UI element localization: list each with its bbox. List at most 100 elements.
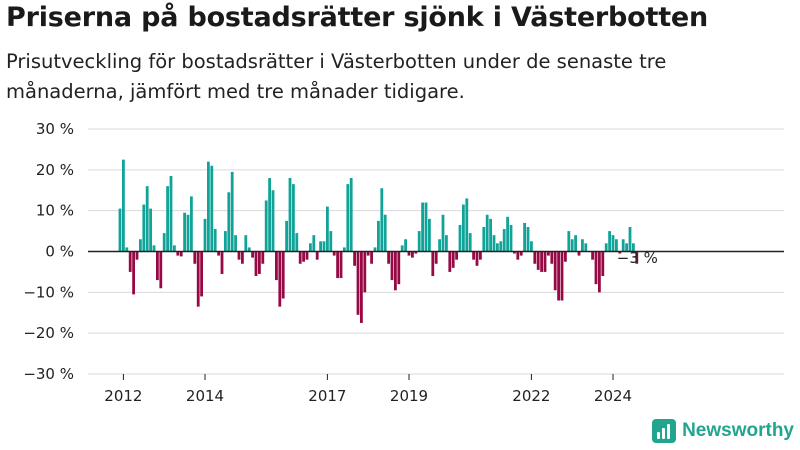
bar xyxy=(210,165,214,252)
x-axis: 2012 2014 2017 2019 2022 2024 xyxy=(104,374,632,405)
y-axis: 30 % 20 % 10 % 0 % −10 % −20 % −30 % xyxy=(23,120,74,383)
bar xyxy=(118,208,122,252)
bar xyxy=(394,251,397,291)
bar xyxy=(475,251,479,266)
x-tick-label: 2022 xyxy=(512,387,550,405)
bar xyxy=(200,251,203,297)
x-tick-label: 2012 xyxy=(104,387,142,405)
bar xyxy=(224,231,227,252)
bar xyxy=(550,251,554,264)
bar xyxy=(506,216,509,252)
bar xyxy=(203,218,207,252)
bar xyxy=(451,251,455,268)
bar xyxy=(322,241,326,252)
bar xyxy=(635,251,639,264)
bar xyxy=(434,251,438,264)
x-tick-label: 2019 xyxy=(390,387,428,405)
bar xyxy=(288,178,292,252)
bar xyxy=(332,251,336,256)
bars xyxy=(88,159,784,323)
bar xyxy=(397,251,401,285)
bar xyxy=(482,227,486,252)
bar xyxy=(305,251,309,260)
bar xyxy=(363,251,367,293)
bar xyxy=(356,251,360,315)
bar xyxy=(220,251,224,274)
bar xyxy=(230,171,234,252)
bar xyxy=(275,251,278,281)
bar xyxy=(387,251,390,264)
bar xyxy=(176,251,180,256)
bar xyxy=(343,247,346,252)
bar xyxy=(577,251,581,256)
bar xyxy=(183,212,186,252)
x-tick-label: 2017 xyxy=(308,387,346,405)
bar xyxy=(139,239,142,252)
y-tick-label: 30 % xyxy=(36,120,74,138)
bar xyxy=(353,251,356,266)
bar xyxy=(615,239,618,252)
bar xyxy=(196,251,200,307)
bar xyxy=(496,243,499,252)
bar xyxy=(278,251,282,307)
y-tick-label: 10 % xyxy=(36,202,74,220)
bar xyxy=(564,251,567,262)
bar xyxy=(411,251,414,258)
bar xyxy=(213,229,217,252)
bar xyxy=(628,227,632,252)
y-tick-label: −30 % xyxy=(23,365,74,383)
bar xyxy=(292,184,295,252)
bar xyxy=(611,235,615,252)
chart-subtitle: Prisutveckling för bostadsrätter i Väste… xyxy=(6,50,667,103)
bar xyxy=(553,251,557,291)
bar xyxy=(145,186,149,252)
bar xyxy=(193,251,197,264)
bar xyxy=(618,251,622,254)
bar xyxy=(173,245,176,252)
bar xyxy=(247,247,251,252)
bar xyxy=(594,251,598,285)
bar xyxy=(390,251,394,281)
bar xyxy=(237,251,241,260)
bar xyxy=(533,251,537,264)
bar xyxy=(254,251,258,276)
bar xyxy=(557,251,560,301)
last-value-label: −3 % xyxy=(617,249,658,267)
bar xyxy=(536,251,540,270)
bar xyxy=(513,251,516,254)
bar xyxy=(217,251,220,256)
bar xyxy=(472,251,475,260)
bar xyxy=(241,251,244,264)
bar xyxy=(261,251,265,264)
bar xyxy=(632,243,635,252)
bar xyxy=(373,247,377,252)
bar xyxy=(370,251,373,264)
bar xyxy=(574,235,577,252)
y-tick-label: 20 % xyxy=(36,161,74,179)
bar xyxy=(604,243,608,252)
bar xyxy=(567,231,571,252)
bar xyxy=(608,231,611,252)
bar xyxy=(281,251,285,299)
chart-title: Priserna på bostadsrätter sjönk i Väster… xyxy=(6,2,709,33)
bar xyxy=(234,235,237,252)
bar xyxy=(465,198,469,252)
bar xyxy=(570,239,574,252)
x-tick-label: 2014 xyxy=(186,387,224,405)
bar xyxy=(159,251,163,289)
grid-lines xyxy=(88,128,784,375)
bar xyxy=(625,243,628,252)
bar xyxy=(149,208,152,252)
bar xyxy=(295,233,299,252)
bar xyxy=(424,202,428,252)
bar xyxy=(543,251,547,272)
bar xyxy=(404,239,407,252)
bar xyxy=(380,188,384,252)
bar xyxy=(438,239,441,252)
bar xyxy=(417,231,421,252)
bar xyxy=(309,243,312,252)
brand-logo[interactable]: Newsworthy xyxy=(652,419,794,443)
bar xyxy=(509,224,513,252)
bar xyxy=(584,243,588,252)
